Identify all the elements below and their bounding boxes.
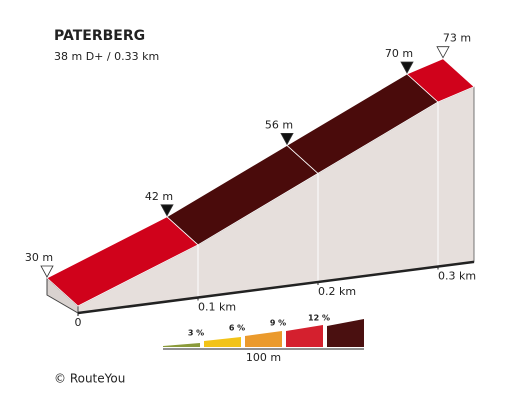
x-tick-label: 0.1 km — [198, 301, 236, 314]
elevation-label: 30 m — [25, 251, 53, 264]
legend-swatch — [204, 337, 241, 347]
elevation-label: 73 m — [443, 32, 471, 45]
chart-title: PATERBERG — [54, 28, 145, 44]
legend-swatch — [245, 331, 282, 347]
elevation-marker — [400, 61, 414, 74]
legend-swatch — [327, 319, 364, 347]
elevation-marker — [280, 132, 294, 146]
scale-label: 100 m — [246, 351, 281, 364]
legend-label: 12 % — [308, 314, 330, 323]
chart-subtitle: 38 m D+ / 0.33 km — [54, 50, 159, 63]
copyright: © RouteYou — [54, 372, 125, 386]
x-tick-label: 0 — [75, 316, 82, 329]
legend-label: 3 % — [188, 329, 204, 338]
elevation-marker — [436, 46, 450, 59]
legend-swatch — [286, 325, 323, 347]
elevation-label: 42 m — [145, 190, 173, 203]
legend-swatch — [163, 343, 200, 347]
elevation-marker — [160, 204, 174, 217]
elevation-label: 56 m — [265, 118, 293, 131]
legend-label: 6 % — [229, 324, 245, 333]
elevation-label: 70 m — [385, 47, 413, 60]
x-tick-label: 0.3 km — [438, 270, 476, 283]
ground-line — [77, 260, 475, 315]
legend-label: 9 % — [270, 319, 286, 328]
gradient-strip — [406, 58, 475, 103]
x-tick-label: 0.2 km — [318, 285, 356, 298]
elevation-marker — [40, 265, 54, 278]
